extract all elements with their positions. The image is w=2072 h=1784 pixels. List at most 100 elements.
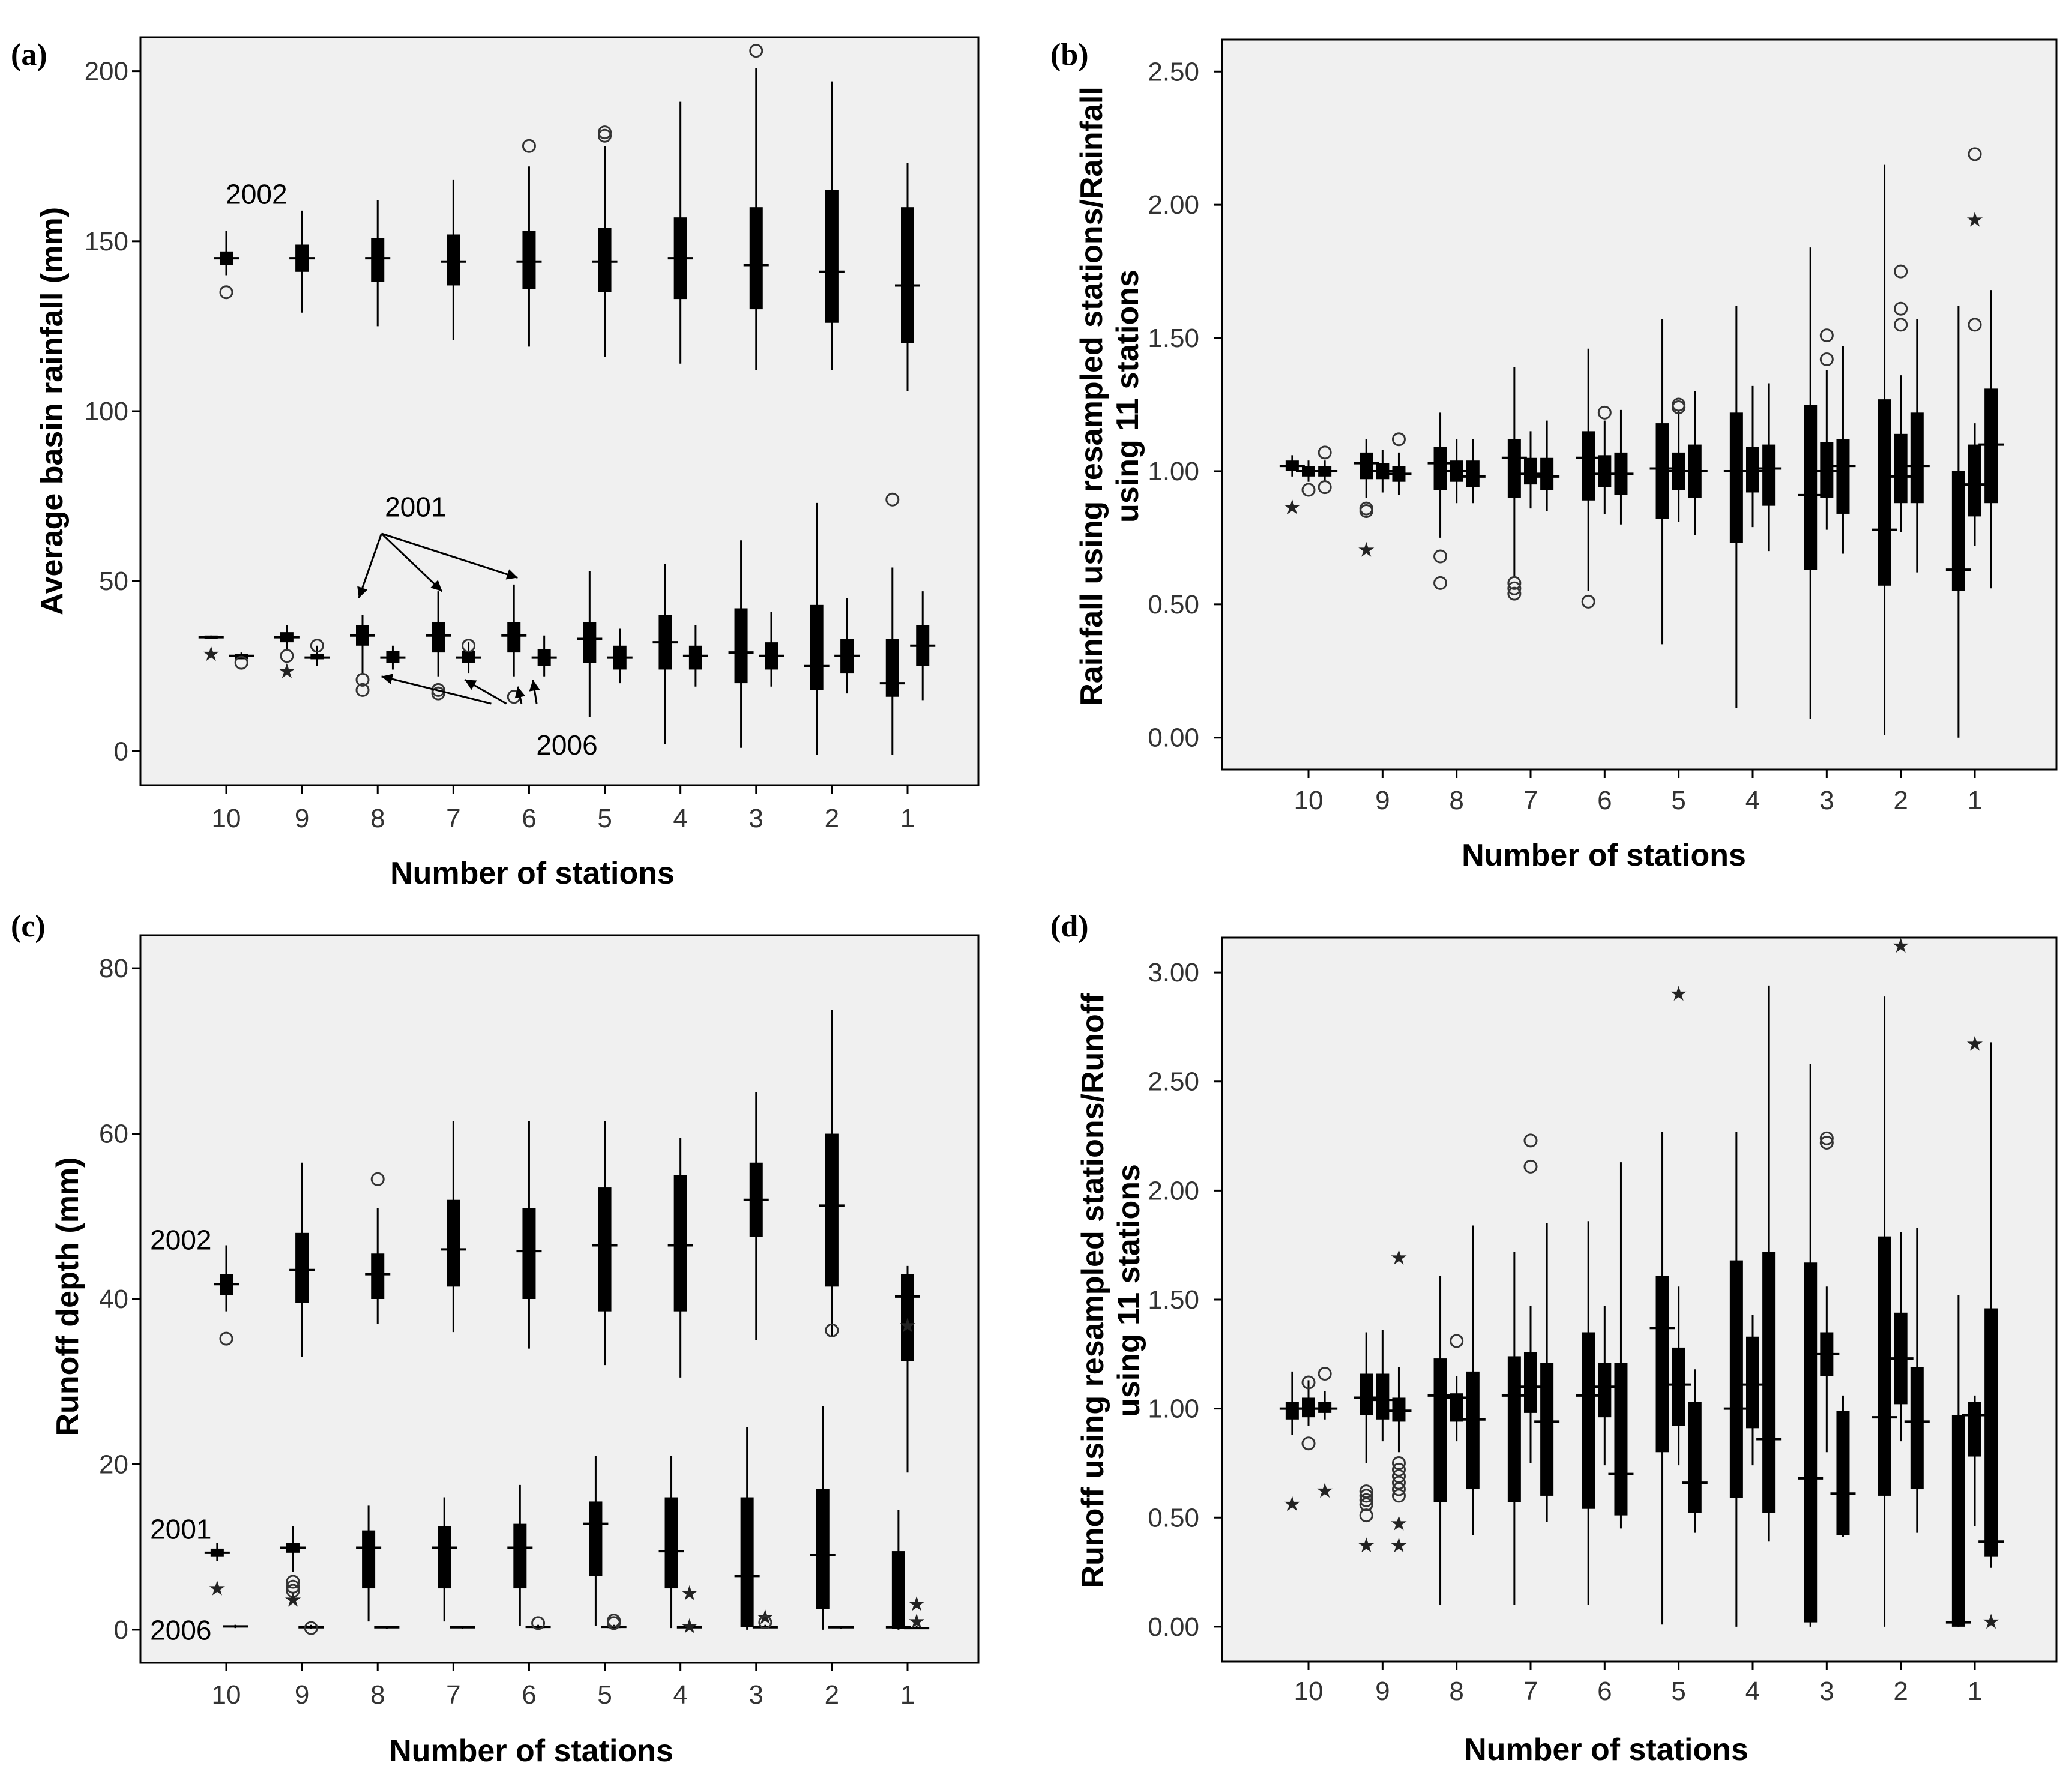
annotation-2002: 2002 [226,179,287,210]
annotation-arrowhead [465,680,477,690]
y-tick-label-d: 3.00 [1148,958,1199,987]
y-tick-label-d: 2.00 [1148,1176,1199,1205]
x-tick-label-c: 9 [295,1680,309,1710]
annotation-arrow [381,532,518,579]
outlier-circle [1391,1475,1406,1490]
y-tick-label-d: 0.00 [1148,1612,1199,1642]
x-tick-label-b: 7 [1523,786,1538,815]
box [1582,1332,1595,1509]
box [1433,447,1447,490]
box [1951,1415,1965,1627]
box [1540,457,1554,490]
box [513,1523,527,1589]
y-axis-title-b-line1: Rainfall using resampled stations/Rainfa… [1074,86,1109,706]
x-tick-label-b: 9 [1375,786,1390,815]
outlier-star: ★ [681,1615,699,1639]
box [589,1501,603,1576]
outlier-star: ★ [899,1313,917,1337]
box [1968,444,1981,517]
x-axis-title-a: Number of stations [390,856,675,891]
outlier-circle [1819,1131,1834,1145]
box [816,1489,830,1609]
box [1688,1402,1702,1513]
y-tick-label-a: 100 [85,397,128,426]
box [1466,460,1480,487]
box [1360,1373,1373,1415]
x-axis-title-c: Number of stations [389,1734,673,1768]
box [891,1551,905,1629]
series-b-2002: ★ [1296,147,1987,546]
x-tick-label-b: 10 [1294,786,1324,815]
box [295,1232,309,1303]
box [1285,1402,1299,1420]
x-tick-label-d: 1 [1968,1677,1982,1706]
box [371,1253,385,1299]
outlier-circle [1391,1462,1406,1477]
y-tick-label-d: 1.00 [1148,1394,1199,1424]
box [1507,1356,1521,1502]
series-a-2002 [214,44,920,391]
outlier-star: ★ [1669,982,1687,1006]
series-c-2002: ★ [214,1009,920,1473]
x-tick-label-c: 10 [212,1680,241,1710]
series-a-2006 [229,591,936,701]
x-tick-label-c: 8 [370,1680,385,1710]
box [1598,455,1612,487]
x-tick-label-d: 7 [1523,1677,1538,1706]
box [1762,1252,1776,1513]
outlier-circle [1507,576,1522,590]
box [901,207,914,343]
y-tick-label-d: 2.50 [1148,1067,1199,1097]
x-tick-label-a: 4 [673,804,687,833]
annotation-arrowhead [529,680,540,692]
y-tick-label-c: 40 [99,1285,128,1314]
box [1729,1260,1743,1498]
series-c-2001: ★ ★ [204,1406,911,1630]
outlier-star: ★ [1283,1492,1301,1516]
panel-b: (b) 0.00 0.50 1.00 1.50 2.00 2.50 10 9 8 7 6 5 4 3 2 1 ★… [1050,38,2058,873]
outlier-circle [280,649,294,663]
outlier-star: ★ [908,1592,926,1616]
box [885,639,899,697]
x-tick-label-d: 3 [1819,1677,1834,1706]
box [1984,388,1998,504]
x-tick-label-c: 5 [597,1680,612,1710]
outlier-circle [1672,400,1686,414]
outlier-circle [1359,1508,1373,1523]
box [1672,1347,1685,1426]
outlier-star: ★ [1357,1534,1375,1558]
outlier-star: ★ [1966,208,1984,232]
y-tick-label-b: 2.00 [1148,190,1199,220]
outlier-circle [1359,1493,1373,1507]
box [1804,1262,1818,1623]
x-axis-title-b: Number of stations [1462,838,1746,873]
outlier-circle [219,285,233,300]
x-tick-label-c: 1 [900,1680,915,1710]
outlier-circle [286,1579,300,1594]
box [522,1208,536,1299]
plot-area-b [1221,38,2058,771]
box [1836,439,1850,514]
outlier-circle [310,639,324,653]
box [1540,1363,1554,1496]
box [673,1175,687,1312]
outlier-circle [462,639,476,653]
y-tick-label-a: 200 [85,57,128,86]
y-tick-label-a: 150 [85,227,128,256]
annotation-arrowhead [430,580,442,592]
outlier-circle [370,1172,385,1186]
box [507,622,521,653]
panel-letter-d: (d) [1050,909,1089,944]
outlier-star: ★ [908,1609,926,1633]
annotation-arrowhead [505,569,518,580]
outlier-circle [531,1616,546,1630]
x-tick-label-a: 10 [212,804,241,833]
outlier-circle [355,683,370,697]
x-tick-label-c: 6 [522,1680,536,1710]
box [1376,1373,1390,1420]
x-tick-label-b: 4 [1745,786,1760,815]
outlier-circle [1523,1159,1538,1174]
plot-area-d [1221,936,2058,1663]
